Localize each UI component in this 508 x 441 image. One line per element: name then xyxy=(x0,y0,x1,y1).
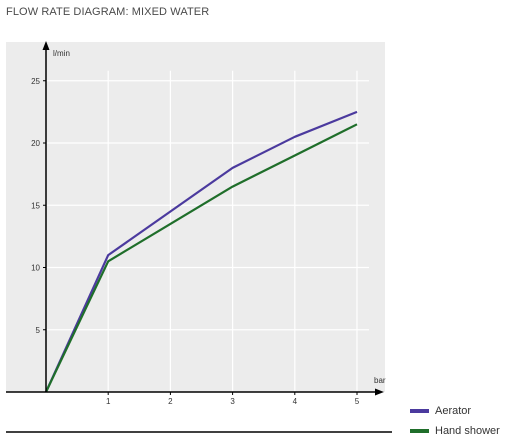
axes: l/min bar xyxy=(6,41,392,433)
chart-title: FLOW RATE DIAGRAM: MIXED WATER xyxy=(6,6,210,18)
series-lines xyxy=(44,110,358,393)
legend-swatch-aerator xyxy=(410,409,429,413)
grid-lines xyxy=(46,70,369,392)
x-tick-label-4: 4 xyxy=(293,397,298,406)
y-tick-label-15: 15 xyxy=(31,201,40,210)
x-tick-label-2: 2 xyxy=(168,397,173,406)
y-tick-label-5: 5 xyxy=(36,326,41,335)
y-tick-label-20: 20 xyxy=(31,139,40,148)
series-line-hand-shower xyxy=(45,123,358,393)
y-tick-label-10: 10 xyxy=(31,264,40,273)
tick-labels: 1 2 3 4 5 5 10 15 20 25 xyxy=(31,77,360,406)
x-axis-label: bar xyxy=(374,376,386,385)
y-axis-arrow xyxy=(42,41,50,50)
legend-swatch-hand-shower xyxy=(410,429,429,433)
legend-item-hand-shower: Hand shower xyxy=(410,421,500,441)
x-tick-label-5: 5 xyxy=(355,397,360,406)
y-axis-label: l/min xyxy=(53,49,70,58)
x-axis-arrow xyxy=(375,388,384,396)
legend-item-aerator: Aerator xyxy=(410,401,500,421)
x-tick-label-1: 1 xyxy=(106,397,111,406)
legend-label-hand-shower: Hand shower xyxy=(435,425,500,437)
legend-label-aerator: Aerator xyxy=(435,405,472,417)
series-line-aerator xyxy=(44,110,358,393)
legend: Aerator Hand shower xyxy=(410,401,500,441)
y-tick-label-25: 25 xyxy=(31,77,40,86)
x-tick-label-3: 3 xyxy=(230,397,235,406)
plot-background xyxy=(6,42,385,392)
